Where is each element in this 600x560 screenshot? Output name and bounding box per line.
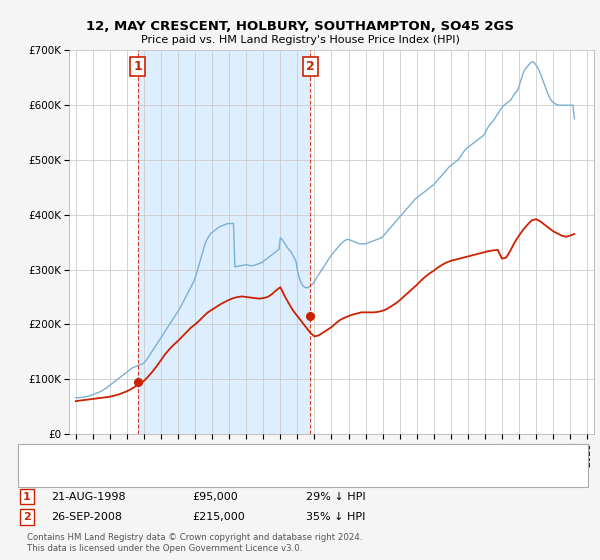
Text: £95,000: £95,000	[192, 492, 238, 502]
Text: 26-SEP-2008: 26-SEP-2008	[51, 512, 122, 522]
Text: 35% ↓ HPI: 35% ↓ HPI	[306, 512, 365, 522]
Text: 1: 1	[134, 60, 142, 73]
Text: 21-AUG-1998: 21-AUG-1998	[51, 492, 125, 502]
Text: Price paid vs. HM Land Registry's House Price Index (HPI): Price paid vs. HM Land Registry's House …	[140, 35, 460, 45]
Text: HPI: Average price, detached house, New Forest: HPI: Average price, detached house, New …	[67, 459, 318, 469]
Bar	[138, 50, 310, 434]
Text: Contains HM Land Registry data © Crown copyright and database right 2024.
This d: Contains HM Land Registry data © Crown c…	[27, 533, 362, 553]
Text: 2: 2	[305, 60, 314, 73]
Text: 29% ↓ HPI: 29% ↓ HPI	[306, 492, 365, 502]
Text: 1: 1	[23, 492, 31, 502]
Text: 2: 2	[23, 512, 31, 522]
Text: £215,000: £215,000	[192, 512, 245, 522]
Text: 12, MAY CRESCENT, HOLBURY, SOUTHAMPTON, SO45 2GS: 12, MAY CRESCENT, HOLBURY, SOUTHAMPTON, …	[86, 20, 514, 32]
Text: 12, MAY CRESCENT, HOLBURY, SOUTHAMPTON, SO45 2GS (detached house): 12, MAY CRESCENT, HOLBURY, SOUTHAMPTON, …	[67, 446, 465, 456]
